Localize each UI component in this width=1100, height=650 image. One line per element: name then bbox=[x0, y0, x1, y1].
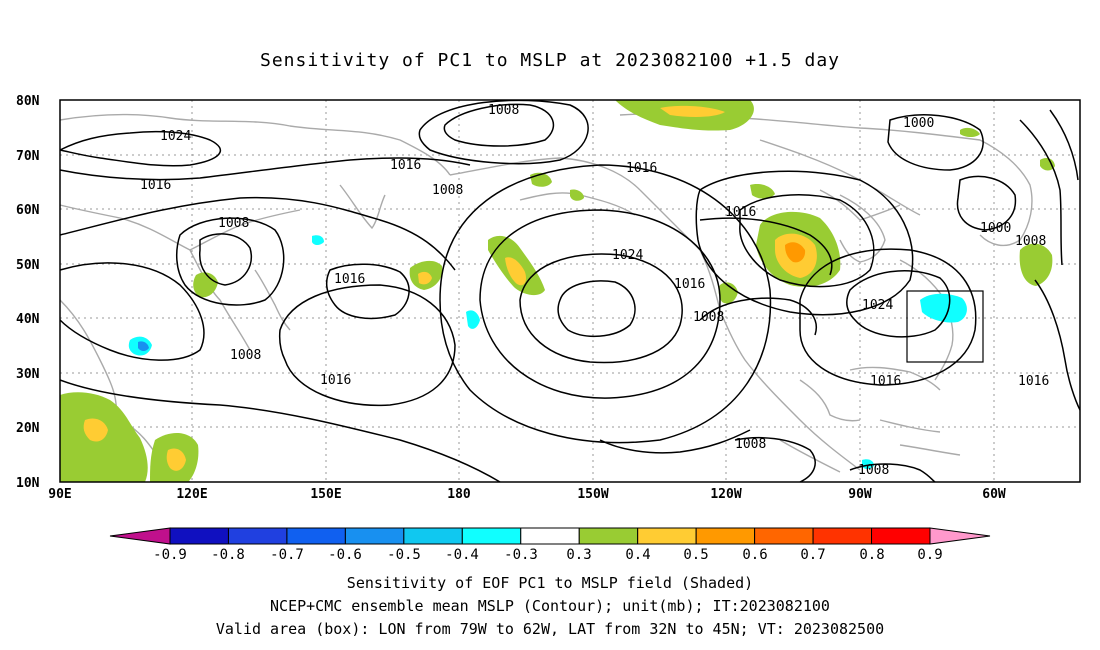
contour-label: 1008 bbox=[432, 183, 463, 198]
contour-label: 1024 bbox=[612, 248, 643, 263]
colorbar-cell bbox=[695, 527, 756, 545]
map-figure: 1008 1024 1016 1016 1008 1008 1016 1008 … bbox=[16, 94, 1081, 563]
colorbar-cell bbox=[520, 527, 580, 545]
lat-label: 60N bbox=[16, 203, 40, 218]
valid-area-box bbox=[906, 290, 984, 363]
lat-label: 70N bbox=[16, 149, 40, 164]
lon-label: 150W bbox=[577, 487, 608, 502]
colorbar-tick: 0.8 bbox=[859, 547, 884, 563]
colorbar-low-end bbox=[109, 527, 171, 545]
caption-line-2: NCEP+CMC ensemble mean MSLP (Contour); u… bbox=[270, 597, 830, 615]
contour-label: 1016 bbox=[725, 205, 756, 220]
lat-label: 10N bbox=[16, 476, 40, 491]
contour-label: 1016 bbox=[1018, 374, 1049, 389]
contour-label: 1008 bbox=[488, 103, 519, 118]
sensitivity-shading bbox=[60, 100, 1055, 482]
colorbar-tick: -0.4 bbox=[445, 547, 479, 563]
contour-label: 1016 bbox=[334, 272, 365, 287]
colorbar-cell bbox=[812, 527, 873, 545]
colorbar-tick: 0.7 bbox=[800, 547, 825, 563]
colorbar-cell bbox=[227, 527, 288, 545]
lat-axis: 80N 70N 60N 50N 40N 30N 20N 10N bbox=[16, 94, 40, 491]
lon-label: 60W bbox=[982, 487, 1006, 502]
lon-axis: 90E 120E 150E 180 150W 120W 90W 60W bbox=[48, 487, 1006, 502]
lon-label: 90W bbox=[848, 487, 872, 502]
colorbar-cell bbox=[344, 527, 405, 545]
lon-label: 90E bbox=[48, 487, 71, 502]
contour-label: 1016 bbox=[390, 158, 421, 173]
colorbar-tick: -0.3 bbox=[504, 547, 538, 563]
mslp-contours bbox=[59, 99, 1081, 483]
lat-label: 50N bbox=[16, 258, 40, 273]
colorbar-cell bbox=[461, 527, 522, 545]
colorbar-tick: -0.9 bbox=[153, 547, 187, 563]
colorbar-cell bbox=[578, 527, 639, 545]
colorbar-cell bbox=[403, 527, 463, 545]
colorbar-tick: 0.6 bbox=[742, 547, 767, 563]
lon-label: 150E bbox=[310, 487, 341, 502]
colorbar-ticks: -0.9 -0.8 -0.7 -0.6 -0.5 -0.4 -0.3 0.3 0… bbox=[153, 547, 943, 563]
plot-title: Sensitivity of PC1 to MSLP at 2023082100… bbox=[259, 50, 840, 71]
lat-label: 30N bbox=[16, 367, 40, 382]
colorbar-cell bbox=[637, 527, 697, 545]
colorbar-tick: 0.9 bbox=[917, 547, 942, 563]
contour-label: 1000 bbox=[903, 116, 934, 131]
caption-line-1: Sensitivity of EOF PC1 to MSLP field (Sh… bbox=[346, 574, 754, 592]
contour-label: 1008 bbox=[693, 310, 724, 325]
contour-label: 1016 bbox=[674, 277, 705, 292]
colorbar-tick: 0.5 bbox=[683, 547, 708, 563]
contour-label: 1016 bbox=[140, 178, 171, 193]
lon-label: 120W bbox=[710, 487, 741, 502]
contour-label: 1024 bbox=[862, 298, 893, 313]
contour-labels: 1008 1024 1016 1016 1008 1008 1016 1008 … bbox=[140, 103, 1049, 478]
lon-label: 180 bbox=[447, 487, 471, 502]
contour-label: 1008 bbox=[230, 348, 261, 363]
lon-label: 120E bbox=[176, 487, 207, 502]
contour-label: 1008 bbox=[218, 216, 249, 231]
contour-label: 1016 bbox=[320, 373, 351, 388]
contour-label: 1008 bbox=[858, 463, 889, 478]
lat-label: 20N bbox=[16, 421, 40, 436]
colorbar-tick: -0.5 bbox=[387, 547, 421, 563]
contour-label: 1016 bbox=[870, 374, 901, 389]
colorbar-tick: 0.4 bbox=[625, 547, 650, 563]
colorbar-tick: -0.7 bbox=[270, 547, 304, 563]
map-panel: 1008 1024 1016 1016 1008 1008 1016 1008 … bbox=[59, 99, 1081, 483]
colorbar: -0.9 -0.8 -0.7 -0.6 -0.5 -0.4 -0.3 0.3 0… bbox=[109, 527, 991, 563]
map-frame bbox=[59, 99, 1081, 483]
lat-label: 40N bbox=[16, 312, 40, 327]
colorbar-cell bbox=[871, 527, 931, 545]
contour-label: 1008 bbox=[735, 437, 766, 452]
contour-label: 1000 bbox=[980, 221, 1011, 236]
colorbar-high-end bbox=[929, 527, 991, 545]
colorbar-tick: 0.3 bbox=[566, 547, 591, 563]
lat-label: 80N bbox=[16, 94, 40, 109]
contour-label: 1016 bbox=[626, 161, 657, 176]
colorbar-tick: -0.8 bbox=[211, 547, 245, 563]
colorbar-cell bbox=[286, 527, 346, 545]
colorbar-tick: -0.6 bbox=[328, 547, 362, 563]
colorbar-cell bbox=[169, 527, 229, 545]
caption-line-3: Valid area (box): LON from 79W to 62W, L… bbox=[215, 620, 885, 638]
colorbar-cell bbox=[754, 527, 814, 545]
contour-label: 1008 bbox=[1015, 234, 1046, 249]
contour-label: 1024 bbox=[160, 129, 191, 144]
